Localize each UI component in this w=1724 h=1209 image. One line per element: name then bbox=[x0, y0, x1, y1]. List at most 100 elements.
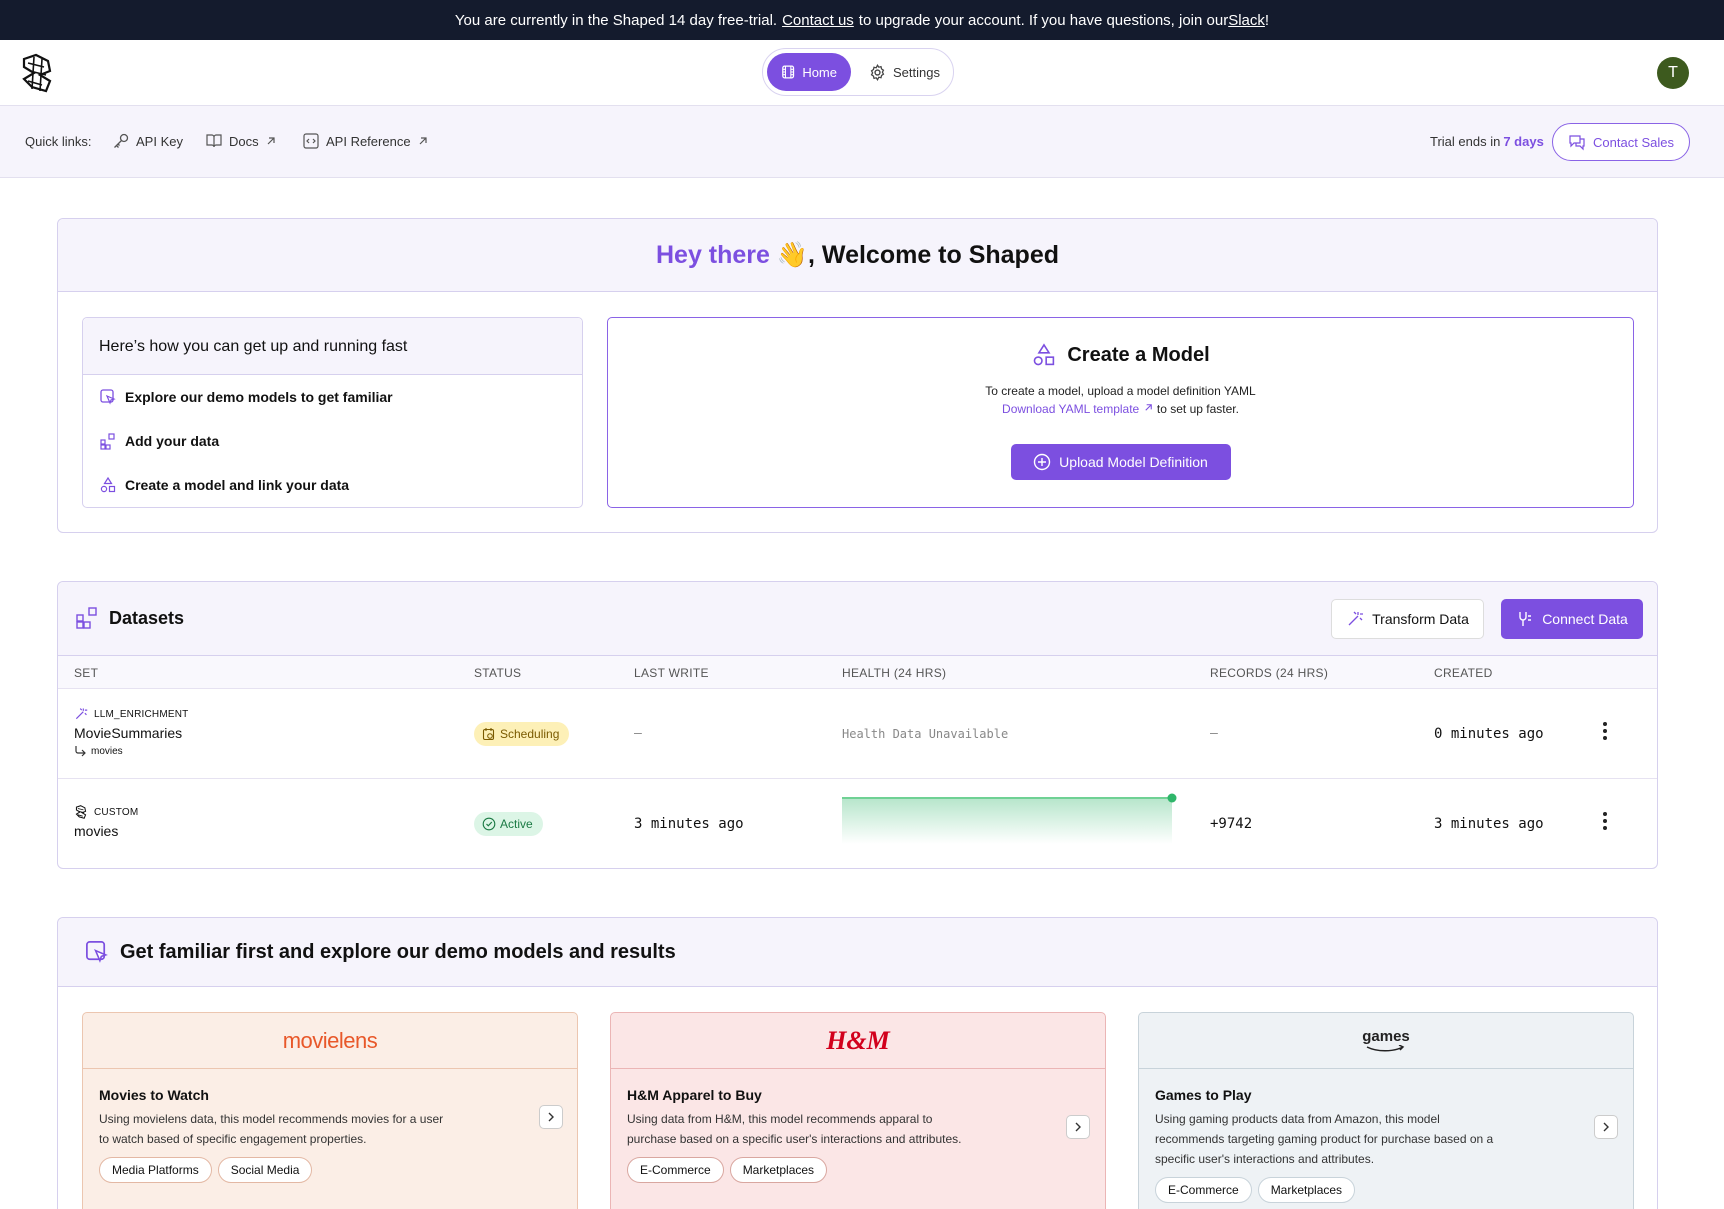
cursor-click-icon bbox=[100, 389, 116, 405]
health-point bbox=[1167, 793, 1177, 803]
demo-card-title: H&M Apparel to Buy bbox=[627, 1087, 762, 1103]
col-set[interactable]: SET bbox=[74, 666, 99, 680]
main-nav: Home Settings bbox=[762, 48, 954, 96]
status-badge: Active bbox=[474, 812, 543, 836]
calendar-clock-icon bbox=[482, 728, 495, 741]
docs-link[interactable]: Docs bbox=[205, 132, 277, 150]
create-desc-line: To create a model, upload a model defini… bbox=[985, 384, 1256, 398]
demo-models-card: Get familiar first and explore our demo … bbox=[57, 917, 1658, 1209]
demo-card-movies[interactable]: movielens Movies to Watch Using movielen… bbox=[82, 1012, 578, 1209]
step-label: Create a model and link your data bbox=[125, 477, 350, 493]
magic-wand-icon bbox=[1348, 611, 1364, 626]
trial-countdown: Trial ends in 7 days bbox=[1430, 134, 1544, 149]
contact-us-link[interactable]: Contact us bbox=[782, 11, 854, 29]
welcome-card: Hey there 👋, Welcome to Shaped Here’s ho… bbox=[57, 218, 1658, 533]
wave-emoji: 👋 bbox=[776, 240, 809, 269]
records-cell: — bbox=[1210, 726, 1218, 741]
datasets-card: Datasets Transform Data Connect Data SET… bbox=[57, 581, 1658, 869]
col-created[interactable]: CREATED bbox=[1434, 666, 1493, 680]
welcome-rest: , Welcome to Shaped bbox=[808, 240, 1060, 269]
magic-wand-icon bbox=[75, 708, 88, 720]
table-row[interactable]: LLM_ENRICHMENT MovieSummaries movies Sch… bbox=[58, 690, 1657, 779]
shapes-icon bbox=[1034, 343, 1055, 366]
getting-started-panel: Here’s how you can get up and running fa… bbox=[82, 317, 583, 508]
demo-heading: Get familiar first and explore our demo … bbox=[120, 940, 676, 963]
shaped-logo[interactable] bbox=[20, 53, 54, 93]
set-cell: LLM_ENRICHMENT MovieSummaries movies bbox=[74, 707, 188, 757]
chevron-right-icon bbox=[548, 1112, 554, 1122]
health-cell bbox=[842, 792, 1182, 847]
nav-settings-label: Settings bbox=[893, 64, 940, 80]
col-last-write[interactable]: LAST WRITE bbox=[634, 666, 709, 680]
trial-prefix: Trial ends in bbox=[1430, 134, 1501, 149]
external-link-icon bbox=[419, 137, 427, 145]
nav-settings[interactable]: Settings bbox=[855, 53, 954, 91]
table-row[interactable]: CUSTOM movies Active 3 minutes ago bbox=[58, 780, 1657, 869]
step-label: Explore our demo models to get familiar bbox=[125, 389, 393, 405]
dataset-name[interactable]: movies bbox=[74, 823, 119, 839]
created-cell: 3 minutes ago bbox=[1434, 816, 1544, 832]
dataset-name[interactable]: MovieSummaries bbox=[74, 725, 183, 741]
welcome-heading: Hey there 👋, Welcome to Shaped bbox=[58, 219, 1657, 292]
tag: E-Commerce bbox=[627, 1157, 724, 1183]
api-key-link[interactable]: API Key bbox=[112, 132, 183, 150]
open-demo-button[interactable] bbox=[1066, 1115, 1090, 1139]
col-health[interactable]: HEALTH (24 HRS) bbox=[842, 666, 947, 680]
upload-model-button[interactable]: Upload Model Definition bbox=[1010, 444, 1231, 480]
demo-header: Get familiar first and explore our demo … bbox=[58, 918, 1657, 987]
welcome-hey: Hey there bbox=[655, 240, 770, 269]
upload-model-label: Upload Model Definition bbox=[1059, 454, 1208, 470]
step-explore-demo[interactable]: Explore our demo models to get familiar bbox=[99, 388, 393, 406]
demo-card-hm[interactable]: H&M H&M Apparel to Buy Using data from H… bbox=[610, 1012, 1106, 1209]
create-model-panel: Create a Model To create a model, upload… bbox=[607, 317, 1634, 508]
contact-sales-button[interactable]: Contact Sales bbox=[1552, 123, 1690, 161]
grid-icon bbox=[76, 607, 97, 629]
dataset-source: movies bbox=[74, 745, 188, 757]
chat-icon bbox=[1569, 135, 1585, 151]
step-add-data[interactable]: Add your data bbox=[99, 432, 219, 450]
set-cell: CUSTOM movies bbox=[74, 805, 138, 839]
film-icon bbox=[782, 65, 795, 79]
amazon-smile-icon bbox=[1366, 1045, 1405, 1052]
download-yaml-link[interactable]: Download YAML template bbox=[1002, 402, 1154, 416]
movielens-logo: movielens bbox=[83, 1013, 577, 1069]
open-demo-button[interactable] bbox=[1594, 1115, 1618, 1139]
grid-icon bbox=[100, 433, 115, 450]
datasets-heading: Datasets bbox=[109, 607, 185, 628]
trial-banner: You are currently in the Shaped 14 day f… bbox=[0, 0, 1724, 40]
datasets-title: Datasets bbox=[75, 606, 184, 630]
dataset-kind: CUSTOM bbox=[74, 805, 138, 819]
shapes-icon bbox=[100, 476, 116, 493]
docs-label: Docs bbox=[229, 133, 259, 149]
getting-started-title: Here’s how you can get up and running fa… bbox=[83, 318, 582, 375]
api-reference-link[interactable]: API Reference bbox=[302, 132, 429, 150]
external-link-icon bbox=[267, 137, 275, 145]
demo-card-games[interactable]: games Games to Play Using gaming product… bbox=[1138, 1012, 1634, 1209]
row-menu-button[interactable] bbox=[1603, 722, 1607, 743]
step-create-model[interactable]: Create a model and link your data bbox=[99, 476, 349, 494]
tag: E-Commerce bbox=[1155, 1177, 1252, 1203]
key-icon bbox=[114, 133, 129, 148]
api-key-label: API Key bbox=[136, 133, 183, 149]
slack-link[interactable]: Slack bbox=[1228, 11, 1265, 29]
banner-text-end: ! bbox=[1264, 11, 1270, 29]
col-status[interactable]: STATUS bbox=[474, 666, 522, 680]
amazon-games-logo: games bbox=[1139, 1013, 1633, 1069]
demo-card-title: Games to Play bbox=[1155, 1087, 1252, 1103]
create-model-title: Create a Model bbox=[608, 342, 1633, 368]
contact-sales-label: Contact Sales bbox=[1593, 134, 1674, 150]
row-menu-button[interactable] bbox=[1603, 812, 1607, 833]
tag: Marketplaces bbox=[1257, 1177, 1356, 1203]
external-link-icon bbox=[1144, 404, 1152, 411]
connect-data-button[interactable]: Connect Data bbox=[1501, 599, 1643, 639]
tag: Social Media bbox=[217, 1157, 313, 1183]
create-model-description: To create a model, upload a model defini… bbox=[608, 382, 1633, 418]
user-avatar[interactable]: T bbox=[1657, 57, 1689, 89]
col-records[interactable]: RECORDS (24 HRS) bbox=[1210, 666, 1329, 680]
open-demo-button[interactable] bbox=[539, 1105, 563, 1129]
nav-home[interactable]: Home bbox=[767, 53, 851, 91]
transform-data-button[interactable]: Transform Data bbox=[1331, 599, 1484, 639]
quick-links-bar: Quick links: API Key Docs API Reference … bbox=[0, 106, 1724, 178]
book-icon bbox=[206, 134, 222, 148]
shaped-logo-icon bbox=[75, 805, 87, 819]
